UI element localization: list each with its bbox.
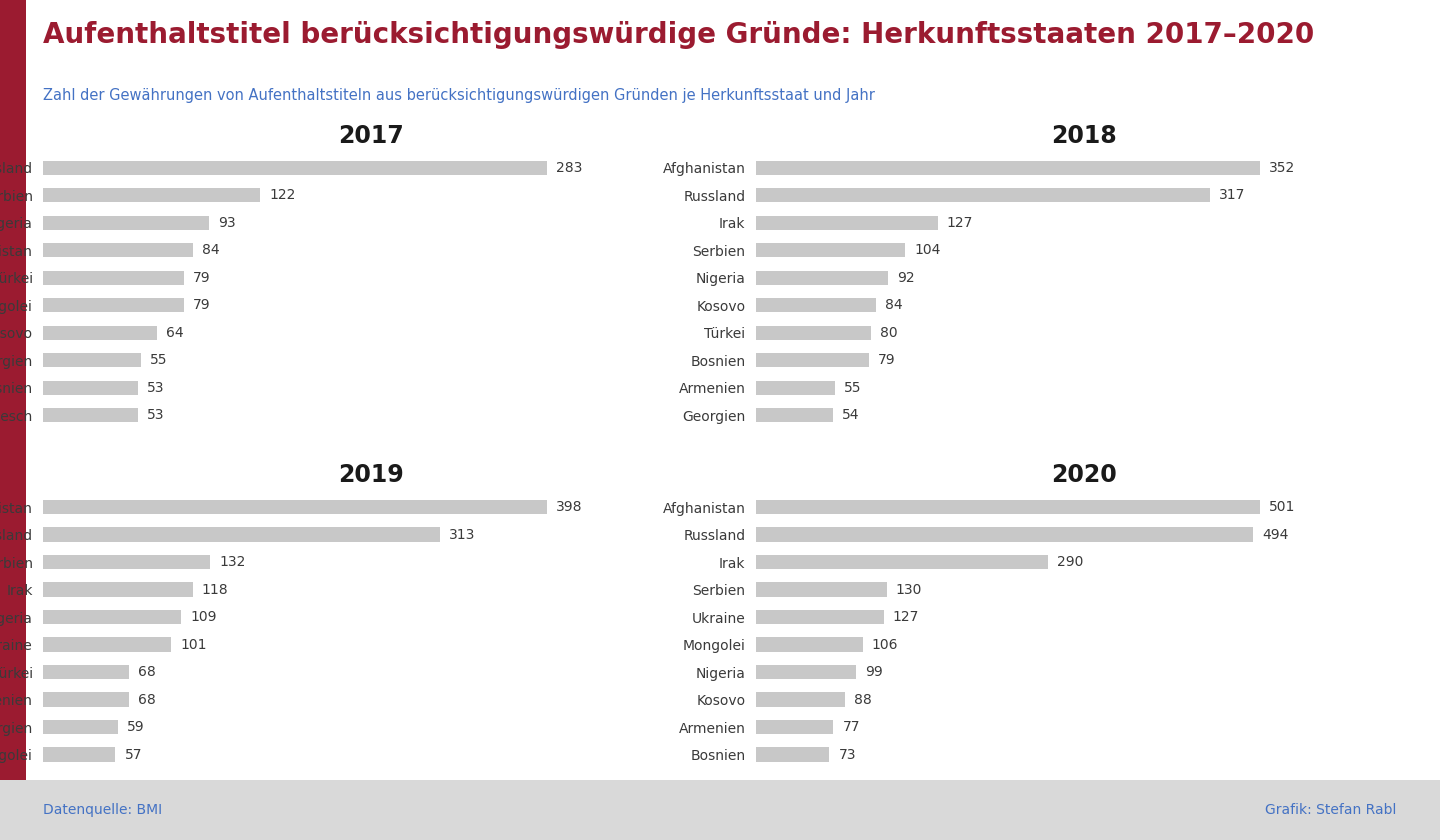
Bar xyxy=(756,270,887,285)
Text: 79: 79 xyxy=(193,298,210,312)
Bar xyxy=(43,353,141,367)
Text: 53: 53 xyxy=(147,381,164,395)
Text: 93: 93 xyxy=(217,216,236,229)
Bar xyxy=(756,528,1253,542)
Bar xyxy=(43,188,261,202)
Text: 92: 92 xyxy=(897,270,914,285)
Text: 79: 79 xyxy=(193,270,210,285)
Bar xyxy=(756,188,1210,202)
Bar xyxy=(43,326,157,340)
Text: Aufenthaltstitel berücksichtigungswürdige Gründe: Herkunftsstaaten 2017–2020: Aufenthaltstitel berücksichtigungswürdig… xyxy=(43,21,1315,49)
Bar xyxy=(43,638,171,652)
Text: 80: 80 xyxy=(880,326,897,339)
Text: 317: 317 xyxy=(1218,188,1246,202)
Bar xyxy=(756,692,844,706)
Text: 53: 53 xyxy=(147,408,164,423)
Bar xyxy=(43,720,118,734)
Text: 73: 73 xyxy=(838,748,855,762)
Bar xyxy=(756,610,884,624)
Bar xyxy=(43,270,184,285)
Text: 55: 55 xyxy=(844,381,861,395)
Bar xyxy=(756,216,937,230)
Bar xyxy=(43,243,193,257)
Text: 494: 494 xyxy=(1261,528,1289,542)
Text: Grafik: Stefan Rabl: Grafik: Stefan Rabl xyxy=(1266,803,1397,816)
Bar xyxy=(756,748,829,762)
Text: 84: 84 xyxy=(202,244,219,257)
Bar xyxy=(43,610,181,624)
Text: 106: 106 xyxy=(871,638,899,652)
Text: 55: 55 xyxy=(150,354,167,367)
Text: 130: 130 xyxy=(896,583,922,596)
Text: 122: 122 xyxy=(269,188,295,202)
Bar xyxy=(43,528,439,542)
Text: 68: 68 xyxy=(138,665,156,679)
Bar xyxy=(756,665,855,680)
Bar xyxy=(43,748,115,762)
Bar xyxy=(756,720,834,734)
Text: 59: 59 xyxy=(127,720,144,734)
Text: Zahl der Gewährungen von Aufenthaltstiteln aus berücksichtigungswürdigen Gründen: Zahl der Gewährungen von Aufenthaltstite… xyxy=(43,88,876,103)
Text: 84: 84 xyxy=(886,298,903,312)
Text: 352: 352 xyxy=(1269,160,1296,175)
Bar xyxy=(43,665,130,680)
Text: 501: 501 xyxy=(1269,500,1296,514)
Bar xyxy=(756,555,1048,570)
Text: 99: 99 xyxy=(864,665,883,679)
Bar xyxy=(756,582,887,596)
Text: 104: 104 xyxy=(914,244,940,257)
Text: 109: 109 xyxy=(190,610,217,624)
Bar xyxy=(756,298,877,312)
Bar xyxy=(43,692,130,706)
Bar xyxy=(756,243,904,257)
Bar xyxy=(43,160,547,175)
Text: 2019: 2019 xyxy=(338,463,403,487)
Text: Datenquelle: BMI: Datenquelle: BMI xyxy=(43,803,163,816)
Text: 101: 101 xyxy=(180,638,207,652)
Text: 68: 68 xyxy=(138,693,156,706)
Text: 79: 79 xyxy=(878,354,896,367)
Text: 398: 398 xyxy=(556,500,583,514)
Text: 283: 283 xyxy=(556,160,583,175)
Text: 77: 77 xyxy=(842,720,860,734)
Bar xyxy=(43,408,138,423)
Text: 118: 118 xyxy=(202,583,229,596)
Text: 57: 57 xyxy=(124,748,143,762)
Bar xyxy=(43,500,547,514)
Text: 2020: 2020 xyxy=(1051,463,1116,487)
Text: 290: 290 xyxy=(1057,555,1083,569)
Text: 132: 132 xyxy=(219,555,246,569)
Bar xyxy=(43,582,193,596)
Text: 2017: 2017 xyxy=(338,123,403,148)
Bar xyxy=(756,381,835,395)
Text: 88: 88 xyxy=(854,693,871,706)
Bar xyxy=(756,408,834,423)
Bar xyxy=(43,555,210,570)
Bar xyxy=(43,381,138,395)
Bar xyxy=(756,353,870,367)
Bar xyxy=(756,160,1260,175)
Text: 127: 127 xyxy=(893,610,919,624)
Text: 127: 127 xyxy=(948,216,973,229)
Bar xyxy=(756,326,871,340)
Text: 2018: 2018 xyxy=(1051,123,1116,148)
Bar xyxy=(43,216,209,230)
Bar xyxy=(756,500,1260,514)
Text: 64: 64 xyxy=(166,326,184,339)
Text: 313: 313 xyxy=(449,528,475,542)
Bar xyxy=(756,638,863,652)
Bar xyxy=(43,298,184,312)
Text: 54: 54 xyxy=(842,408,860,423)
